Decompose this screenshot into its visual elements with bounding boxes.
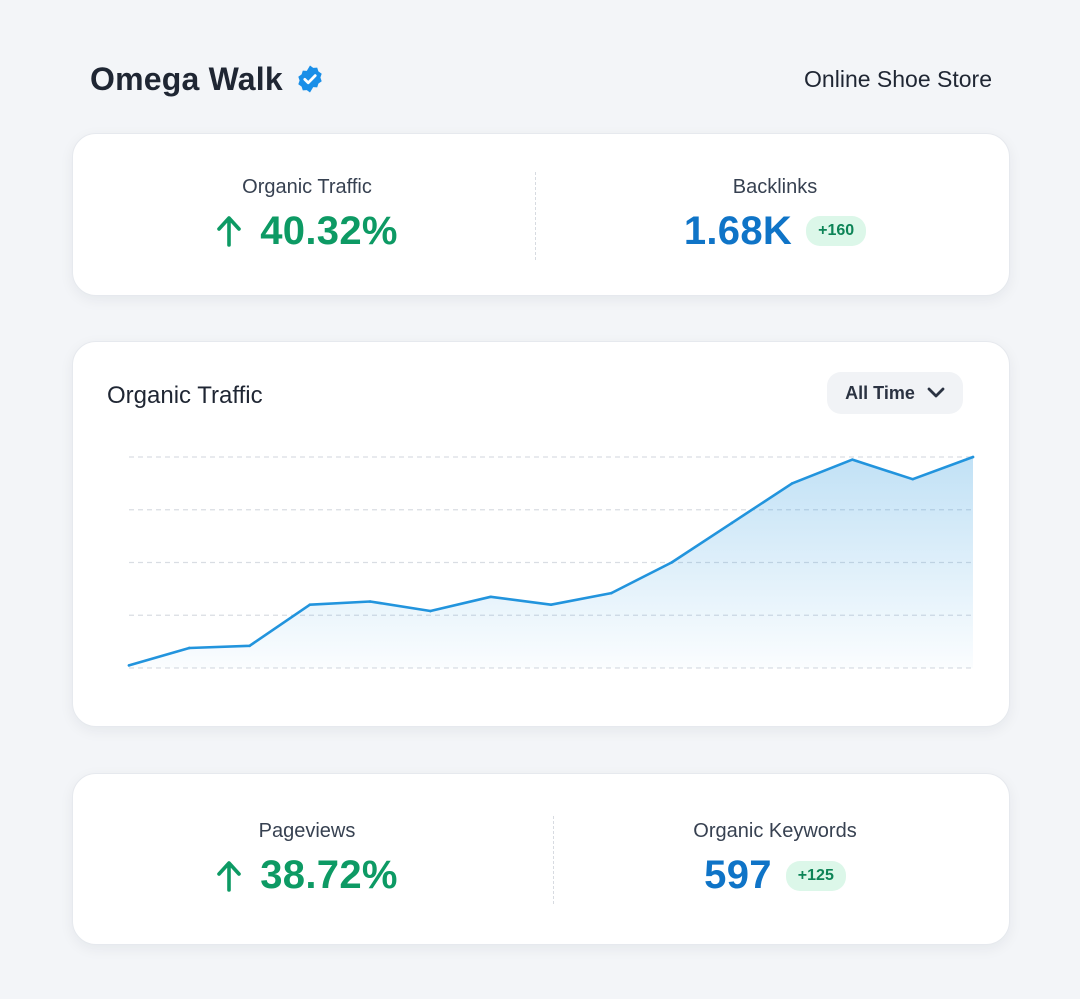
organic-keywords-value: 597 bbox=[704, 853, 772, 897]
traffic-data-point bbox=[790, 482, 794, 485]
organic-keywords-label: Organic Keywords bbox=[693, 820, 857, 842]
traffic-data-point bbox=[429, 609, 432, 613]
top-stats-card: Organic Traffic 40.32% Backlinks 1.68K +… bbox=[72, 133, 1010, 296]
traffic-data-point bbox=[368, 600, 372, 603]
organic-traffic-chart-card: Organic Traffic All Time bbox=[72, 341, 1010, 727]
organic-traffic-value: 40.32% bbox=[260, 208, 398, 253]
traffic-data-point bbox=[670, 561, 673, 564]
traffic-data-point bbox=[851, 458, 854, 461]
brand: Omega Walk bbox=[90, 61, 325, 98]
organic-traffic-label: Organic Traffic bbox=[242, 175, 372, 198]
backlinks-stat: Backlinks 1.68K +160 bbox=[541, 134, 1009, 295]
traffic-data-point bbox=[911, 477, 915, 481]
traffic-data-point bbox=[971, 455, 975, 459]
organic-keywords-delta-badge: +125 bbox=[785, 860, 846, 891]
backlinks-value: 1.68K bbox=[683, 208, 793, 253]
brand-name: Omega Walk bbox=[90, 60, 283, 97]
organic-traffic-stat: Organic Traffic 40.32% bbox=[73, 134, 541, 295]
traffic-data-point bbox=[127, 664, 131, 667]
traffic-data-point bbox=[187, 646, 191, 650]
chevron-down-icon bbox=[927, 387, 945, 398]
traffic-data-point bbox=[248, 644, 251, 648]
page-header: Omega Walk Online Shoe Store bbox=[90, 56, 992, 102]
traffic-data-point bbox=[489, 595, 493, 599]
store-type: Online Shoe Store bbox=[804, 65, 992, 92]
organic-keywords-stat: Organic Keywords 597 +125 bbox=[541, 774, 1009, 944]
arrow-up-icon bbox=[217, 216, 242, 247]
arrow-up-icon bbox=[217, 860, 242, 892]
stats-divider bbox=[535, 172, 536, 260]
traffic-data-point bbox=[308, 603, 312, 606]
traffic-data-point bbox=[609, 591, 613, 595]
period-dropdown-value: All Time bbox=[845, 382, 915, 403]
traffic-data-point bbox=[730, 521, 734, 525]
period-dropdown[interactable]: All Time bbox=[827, 372, 963, 414]
stats-divider bbox=[553, 816, 554, 904]
pageviews-label: Pageviews bbox=[258, 820, 356, 842]
pageviews-stat: Pageviews 38.72% bbox=[73, 774, 541, 944]
backlinks-label: Backlinks bbox=[732, 175, 818, 198]
chart-title: Organic Traffic bbox=[107, 382, 263, 409]
bottom-stats-card: Pageviews 38.72% Organic Keywords 597 +1… bbox=[72, 773, 1010, 945]
pageviews-value: 38.72% bbox=[260, 853, 398, 897]
traffic-area-fill bbox=[129, 457, 973, 668]
verified-badge-icon bbox=[298, 65, 322, 93]
traffic-data-point bbox=[549, 603, 553, 606]
backlinks-delta-badge: +160 bbox=[806, 216, 867, 246]
traffic-area-chart bbox=[127, 455, 975, 669]
